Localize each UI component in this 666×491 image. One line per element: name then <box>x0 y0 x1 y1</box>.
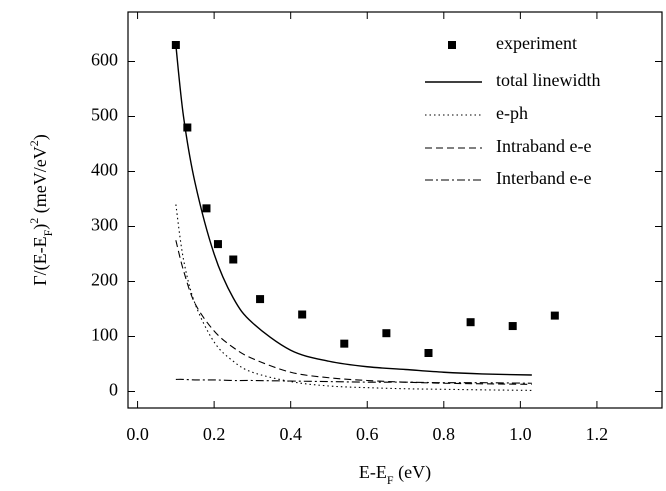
series-line <box>175 204 532 391</box>
data-point <box>183 123 192 132</box>
x-tick-label: 0.6 <box>356 424 379 444</box>
x-tick-label: 1.0 <box>509 424 532 444</box>
legend-label: Interband e-e <box>496 168 591 188</box>
x-tick-label: 0.0 <box>126 424 149 444</box>
legend-label: e-ph <box>496 103 528 123</box>
data-point <box>340 339 349 348</box>
series-line <box>175 240 532 385</box>
label-part: E-E <box>359 462 387 482</box>
label-part: (meV/eV <box>30 146 51 217</box>
y-tick-label: 600 <box>91 50 118 70</box>
x-tick-label: 0.8 <box>433 424 456 444</box>
data-point <box>202 204 211 213</box>
data-point <box>466 318 475 327</box>
data-point <box>298 310 307 319</box>
x-tick-label: 0.4 <box>279 424 302 444</box>
data-point <box>256 295 265 304</box>
legend-label: Intraband e-e <box>496 136 591 156</box>
label-part: 2 <box>27 140 41 146</box>
label-part: 2 <box>27 218 41 224</box>
label-part: (eV) <box>394 462 431 483</box>
series-line <box>175 378 532 384</box>
data-point <box>550 311 559 320</box>
label-part: ) <box>30 134 51 140</box>
y-axis-label: Γ/(E-EF)2 (meV/eV2) <box>27 134 55 286</box>
data-point <box>382 329 391 338</box>
series-line <box>175 44 532 376</box>
y-tick-label: 300 <box>91 215 118 235</box>
data-point <box>213 240 222 249</box>
data-point <box>424 349 433 357</box>
y-tick-label: 500 <box>91 105 118 125</box>
label-part: F <box>387 473 394 487</box>
label-part: ) <box>30 224 51 230</box>
x-axis-label: E-EF (eV) <box>359 462 431 487</box>
label-part: Γ/(E-E <box>30 236 51 285</box>
y-tick-label: 400 <box>91 160 118 180</box>
y-tick-label: 200 <box>91 270 118 290</box>
legend-label: experiment <box>496 33 577 53</box>
x-tick-label: 1.2 <box>586 424 609 444</box>
label-part: F <box>41 229 55 236</box>
legend-marker <box>448 41 456 49</box>
x-tick-label: 0.2 <box>203 424 226 444</box>
y-tick-label: 100 <box>91 325 118 345</box>
data-point <box>508 322 517 331</box>
data-point <box>229 255 238 264</box>
plot-frame <box>127 11 663 409</box>
y-tick-label: 0 <box>109 380 118 400</box>
legend-label: total linewidth <box>496 70 600 90</box>
